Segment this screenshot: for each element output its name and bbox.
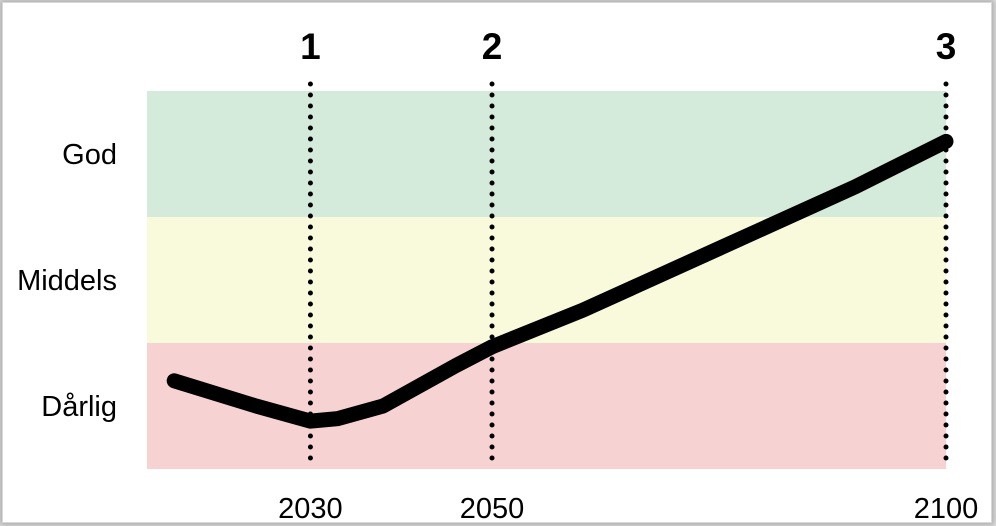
marker-label-1: 1 [300,26,321,67]
x-tick-label-2030: 2030 [278,493,343,525]
band-label-d-rlig: Dårlig [41,391,117,423]
band-god [147,91,946,217]
band-label-middels: Middels [17,265,117,297]
markers-layer: 1 2 3 [300,26,957,472]
x-tick-label-2050: 2050 [460,493,525,525]
bands-layer [147,91,946,469]
marker-label-3: 3 [936,26,957,67]
band-labels-layer: God Middels Dårlig [17,139,117,423]
series-line-1 [166,133,954,429]
band-label-god: God [62,139,117,171]
ticks-layer: 2030 2050 2100 [278,493,978,525]
marker-label-2: 2 [482,26,503,67]
line-layer [166,133,954,429]
x-tick-label-2100: 2100 [914,493,979,525]
